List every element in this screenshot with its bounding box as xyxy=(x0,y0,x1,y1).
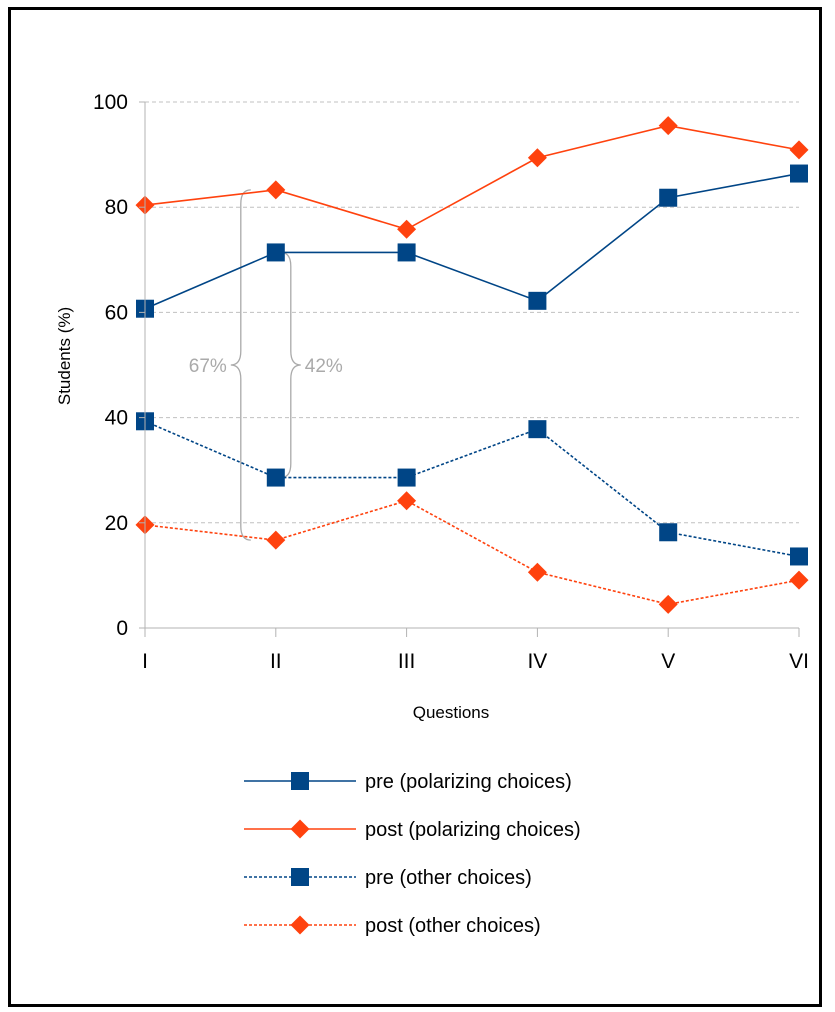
data-point xyxy=(790,547,808,566)
y-tick-label: 0 xyxy=(116,617,128,640)
data-point xyxy=(266,243,285,262)
legend-marker xyxy=(291,772,309,790)
data-point xyxy=(659,523,678,542)
data-point xyxy=(527,148,547,168)
data-point xyxy=(659,188,678,207)
y-tick-label: 60 xyxy=(105,301,128,324)
data-point xyxy=(528,291,547,310)
legend-label: post (polarizing choices) xyxy=(365,819,581,841)
y-tick-label: 20 xyxy=(105,512,128,535)
legend-label: post (other choices) xyxy=(365,915,541,937)
annotation-label: 42% xyxy=(305,356,343,377)
data-point xyxy=(397,219,417,239)
series-lines xyxy=(135,116,809,614)
legend-label: pre (polarizing choices) xyxy=(365,771,572,793)
x-tick-label: III xyxy=(398,650,416,673)
chart-frame xyxy=(8,7,822,1007)
data-point xyxy=(789,570,809,590)
brace xyxy=(230,189,251,541)
data-point xyxy=(527,562,547,582)
data-point xyxy=(397,243,416,262)
legend-marker xyxy=(291,868,309,886)
data-point xyxy=(266,180,286,200)
series-line xyxy=(144,124,800,231)
y-tick-label: 40 xyxy=(105,407,128,430)
y-axis-title: Students (%) xyxy=(55,307,74,405)
x-axis-title: Questions xyxy=(413,703,490,722)
x-tick-label: VI xyxy=(789,650,809,673)
x-tick-label: II xyxy=(270,650,282,673)
grid-lines xyxy=(145,101,799,524)
legend: pre (polarizing choices) post (polarizing… xyxy=(244,771,581,937)
data-point xyxy=(397,491,417,511)
legend-label: pre (other choices) xyxy=(365,867,532,889)
data-point xyxy=(790,164,808,183)
legend-marker xyxy=(290,819,310,839)
series-line xyxy=(144,499,800,606)
data-point xyxy=(266,468,285,487)
y-tick-label: 80 xyxy=(105,196,128,219)
legend-marker xyxy=(290,915,310,935)
data-point xyxy=(658,594,678,614)
brace xyxy=(280,251,301,479)
data-point xyxy=(528,420,547,439)
series-line xyxy=(144,172,800,310)
data-point xyxy=(658,116,678,136)
annotations: 67% 42% xyxy=(189,189,343,541)
x-tick-label: V xyxy=(661,650,675,673)
y-tick-label: 100 xyxy=(93,91,128,114)
x-tick-label: IV xyxy=(527,650,547,673)
x-tick-label: I xyxy=(142,650,148,673)
annotation-label: 67% xyxy=(189,356,227,377)
data-point xyxy=(789,140,809,160)
data-point xyxy=(397,468,416,487)
data-point xyxy=(266,530,286,550)
series-line xyxy=(144,420,800,558)
